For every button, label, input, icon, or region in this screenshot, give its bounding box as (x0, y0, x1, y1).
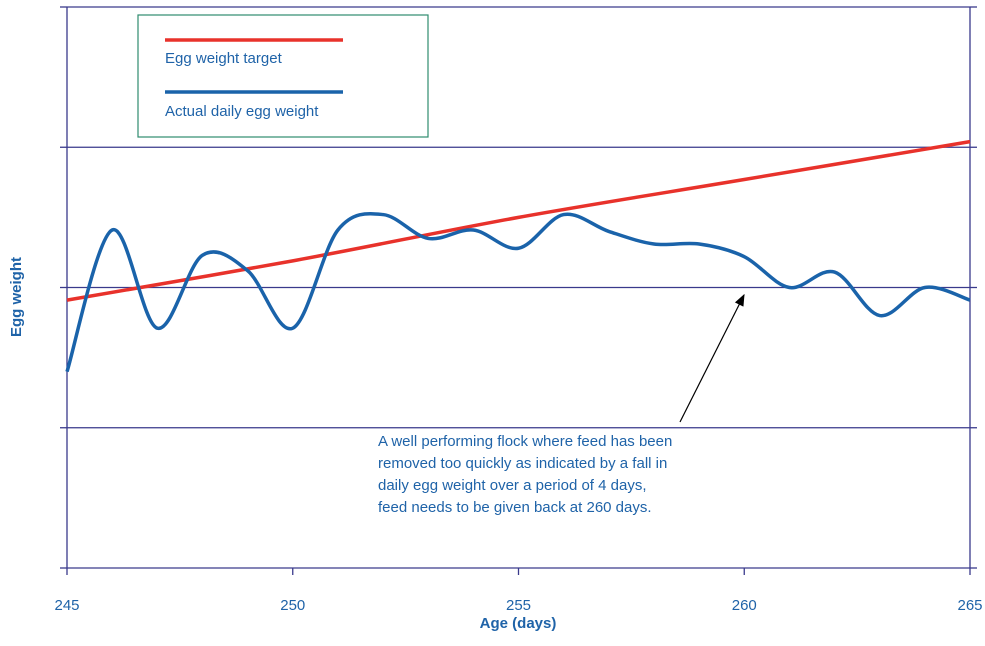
annotation-text: feed needs to be given back at 260 days. (378, 499, 652, 516)
legend-box (137, 14, 429, 138)
y-axis-title: Egg weight (8, 257, 25, 337)
x-tick-label: 255 (506, 597, 531, 614)
legend-label: Actual daily egg weight (165, 103, 319, 120)
data-line (66, 139, 971, 302)
x-tick-label: 250 (280, 597, 305, 614)
legend-label: Egg weight target (165, 50, 283, 67)
annotation-arrow (679, 293, 745, 423)
x-tick-label: 245 (54, 597, 79, 614)
data-line (65, 211, 971, 373)
x-tick-label: 260 (732, 597, 757, 614)
x-tick-label: 265 (957, 597, 982, 614)
x-axis-title: Age (days) (480, 615, 557, 632)
annotation-text: removed too quickly as indicated by a fa… (378, 455, 667, 472)
annotation-text: daily egg weight over a period of 4 days… (378, 477, 647, 494)
annotation-text: A well performing flock where feed has b… (378, 433, 672, 450)
